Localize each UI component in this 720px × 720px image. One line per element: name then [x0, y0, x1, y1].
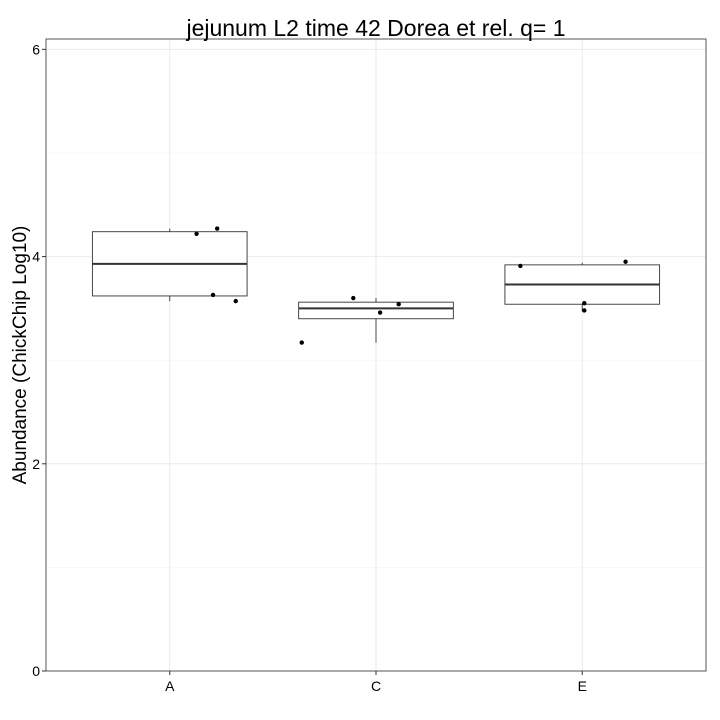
y-tick-label: 2: [32, 456, 40, 472]
data-point: [377, 310, 383, 315]
box-body: [298, 301, 454, 320]
data-point: [582, 300, 587, 306]
chart-title: jejunum L2 time 42 Dorea et rel. q= 1: [185, 15, 565, 41]
y-axis-title: Abundance (ChickChip Log10): [10, 226, 31, 485]
data-point: [214, 226, 220, 231]
box-A: [91, 228, 248, 302]
data-point: [623, 259, 628, 264]
x-tick-label: C: [371, 678, 381, 694]
y-axis: 0 2 4 6: [32, 41, 46, 679]
y-tick-label: 4: [32, 249, 40, 265]
x-tick-label: E: [578, 678, 587, 694]
data-point: [582, 308, 587, 313]
box-C: [298, 298, 454, 343]
x-tick-label: A: [165, 678, 175, 694]
data-point: [210, 292, 216, 298]
data-point: [518, 263, 523, 269]
data-point: [194, 231, 199, 236]
boxes: [91, 228, 661, 343]
data-point: [351, 295, 356, 301]
data-point: [299, 340, 304, 345]
data-points: [194, 226, 628, 345]
y-tick-label: 6: [32, 41, 40, 57]
box-E: [504, 262, 661, 312]
data-point: [233, 298, 238, 304]
data-point: [396, 302, 401, 307]
y-tick-label: 0: [32, 663, 40, 679]
